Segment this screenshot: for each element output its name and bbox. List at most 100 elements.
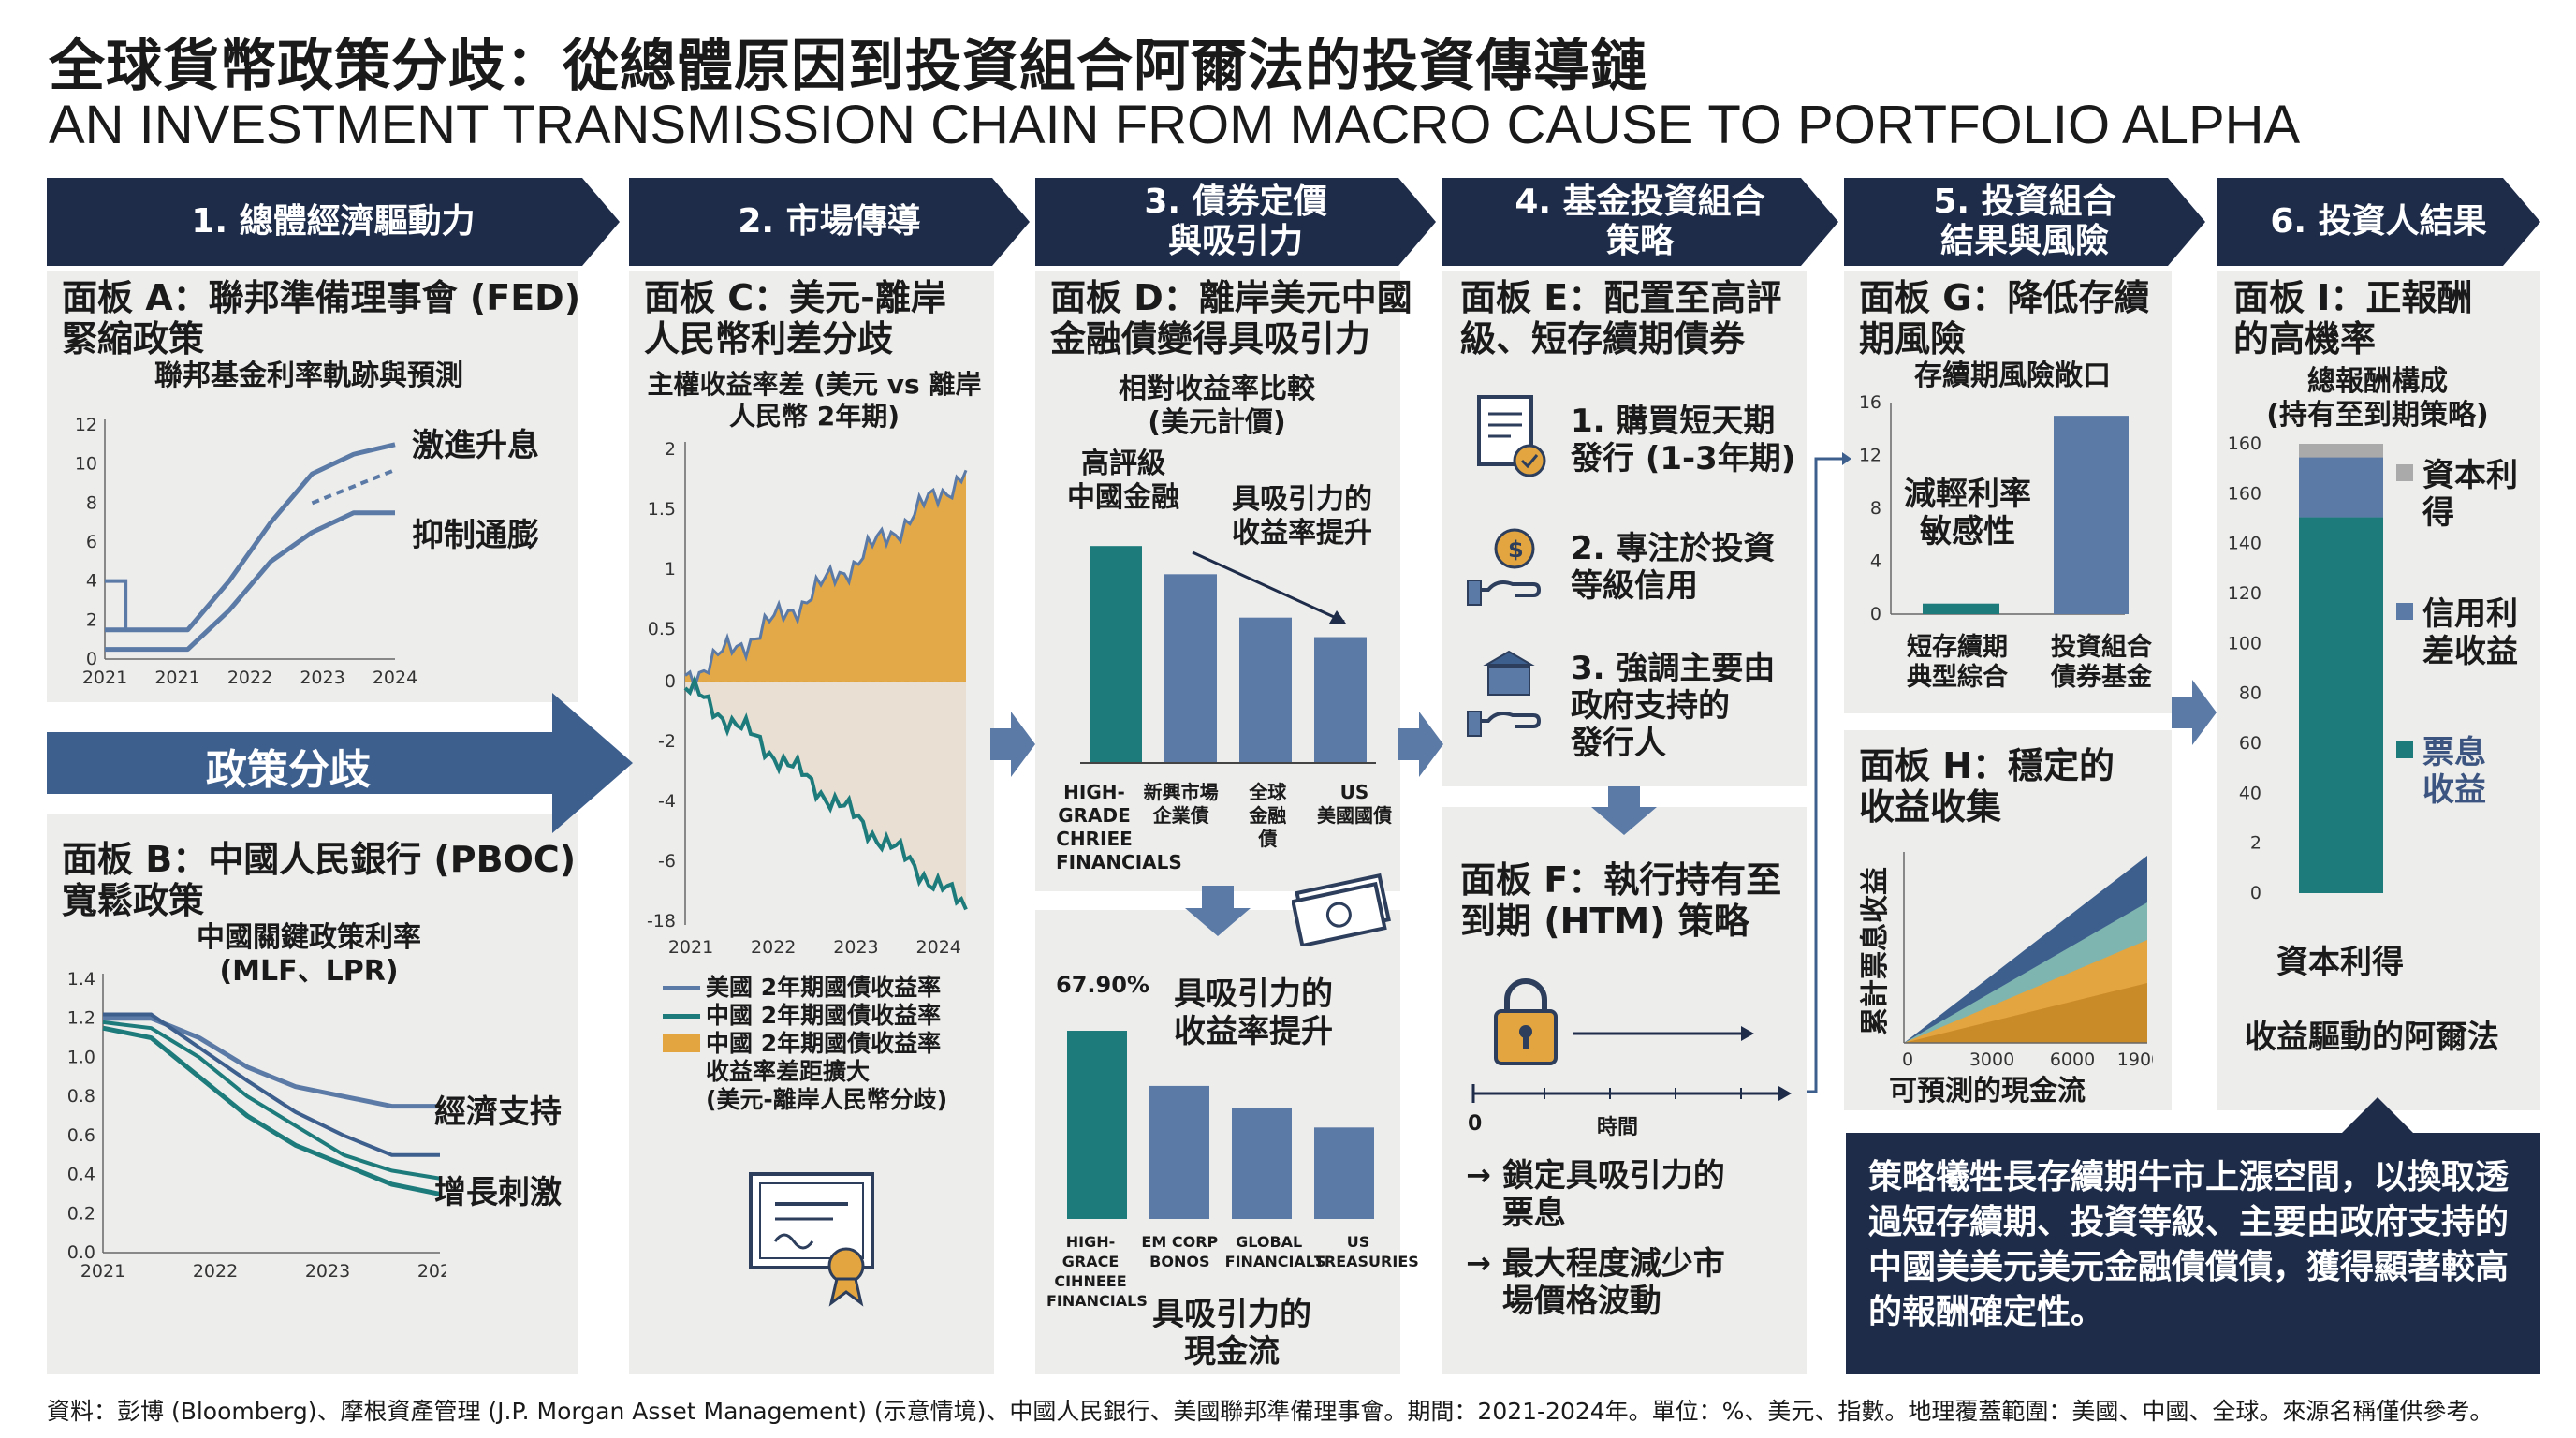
y-tick-label: 0.4 <box>67 1165 95 1185</box>
certificate-icon <box>749 1172 874 1307</box>
y-tick-label: 8 <box>86 492 97 513</box>
y-tick-label: 140 <box>2228 534 2261 554</box>
panel-d-chart <box>1080 546 1376 764</box>
stack-segment-2 <box>2299 457 2383 518</box>
arrow-e-down <box>1591 786 1657 835</box>
panel-h-title: 面板 H：穩定的 收益收集 <box>1859 745 2115 828</box>
panel-g-subtitle: 存續期風險敞口 <box>1914 360 2111 392</box>
legend-spread-swatch <box>663 1034 700 1052</box>
panel-b-subtitle: 中國關鍵政策利率 (MLF、LPR) <box>197 921 421 988</box>
x-tick-label: 2021 <box>82 668 127 688</box>
arrow-callout-up <box>2340 1097 2415 1135</box>
panel-d2-cat-1: EM CORP BONOS <box>1141 1233 1219 1270</box>
panel-i-legend-capital: 資本利 得 <box>2396 457 2518 532</box>
legend-spread: 中國 2年期國債收益率 收益率差距擴大 (美元-離岸人民幣分歧) <box>706 1030 948 1113</box>
panel-f-axis-zero: 0 <box>1468 1112 1483 1136</box>
x-tick-label: 2021 <box>668 937 713 955</box>
bar-3 <box>1232 1108 1292 1219</box>
panel-d-title: 面板 D：離岸美元中國 金融債變得具吸引力 <box>1050 277 1412 360</box>
y-tick-label: 12 <box>75 415 97 435</box>
y-tick-label: 8 <box>1870 498 1881 519</box>
panel-a-title: 面板 A：聯邦準備理事會 (FED) 緊縮政策 <box>62 277 581 360</box>
y-tick-label: 0 <box>665 671 676 692</box>
arrow-c-d <box>990 712 1035 777</box>
y-tick-label: -2 <box>658 731 676 752</box>
bar-4 <box>1314 1127 1374 1219</box>
arrow-d-e <box>1398 712 1443 777</box>
legend-coupon-swatch <box>2396 741 2413 758</box>
y-tick-label: -18 <box>647 911 676 932</box>
legend-cn-swatch <box>663 1013 700 1019</box>
summary-callout: 策略犧牲長存續期牛市上漲空間，以換取透過短存續期、投資等級、主要由政府支持的中國… <box>1846 1133 2540 1374</box>
series-line-2 <box>105 510 395 653</box>
panel-f-axis-time: 時間 <box>1597 1116 1639 1139</box>
panel-f-bullet-2: → 最大程度減少市 場價格波動 <box>1466 1245 1725 1320</box>
arrow-d-down <box>1185 886 1251 936</box>
duration-bar-1 <box>1923 603 1999 614</box>
legend-us: 美國 2年期國債收益率 <box>706 974 942 1001</box>
panel-d2-value-label: 67.90% <box>1056 972 1149 998</box>
panel-e-item-3: 3. 強調主要由 政府支持的 發行人 <box>1571 650 1776 762</box>
bar-3 <box>1239 617 1292 763</box>
legend-capital-swatch <box>2396 464 2413 481</box>
y-tick-label: 0 <box>1870 604 1881 624</box>
panel-f-bullet-2-text: 最大程度減少市 場價格波動 <box>1501 1245 1725 1320</box>
y-tick-label: 160 <box>2228 433 2261 454</box>
y-tick-label: 1.4 <box>67 969 95 990</box>
y-tick-label: -4 <box>658 791 676 812</box>
x-tick-label: 2021 <box>154 668 199 688</box>
legend-credit-text: 信用利 差收益 <box>2422 595 2518 670</box>
y-tick-label: 80 <box>2239 683 2261 704</box>
source-footer: 資料：彭博 (Bloomberg)、摩根資產管理 (J.P. Morgan As… <box>47 1398 2494 1425</box>
panel-c-subtitle: 主權收益率差 (美元 vs 離岸 人民幣 2年期) <box>647 369 982 432</box>
panel-i-legend-coupon: 票息 收益 <box>2396 734 2486 809</box>
stage-4: 4. 基金投資組合 策略 <box>1442 178 1838 266</box>
y-tick-label: 0.8 <box>67 1086 95 1107</box>
series-line-2 <box>102 1025 441 1196</box>
policy-divergence-label: 政策分歧 <box>206 746 371 794</box>
panel-d2-bottom: 具吸引力的 現金流 <box>1152 1296 1311 1371</box>
legend-credit-swatch <box>2396 603 2413 620</box>
panel-c-legend: 美國 2年期國債收益率 中國 2年期國債收益率 中國 2年期國債收益率 收益率差… <box>663 974 947 1114</box>
bar-4 <box>1314 637 1367 763</box>
panel-i-label-capital: 資本利得 <box>2276 944 2404 981</box>
panel-f-timeline <box>1471 978 1792 1103</box>
x-tick-label: 0 <box>1902 1049 1913 1067</box>
y-tick-label: 4 <box>1870 551 1881 572</box>
forecast-dashed-line <box>311 468 396 506</box>
y-tick-label: 1.2 <box>67 1008 95 1029</box>
panel-a-label-inflation: 抑制通膨 <box>412 517 539 554</box>
stage-5: 5. 投資組合 結果與風險 <box>1844 178 2205 266</box>
connector-f-g <box>1807 452 1852 1093</box>
y-tick-label: 60 <box>2239 733 2261 754</box>
panel-d-annot-rise: 具吸引力的 收益率提升 <box>1232 483 1372 550</box>
panel-h-ylabel: 累計票息收益 <box>1859 867 1892 1035</box>
y-tick-label: 40 <box>2239 783 2261 803</box>
bar-2 <box>1164 574 1217 763</box>
x-tick-label: 2022 <box>751 937 796 955</box>
bullet-arrow-icon: → <box>1466 1245 1491 1281</box>
document-check-icon <box>1477 395 1546 477</box>
panel-c-chart: 2 1.5 1 0.5 0 -2 -4 -6 -18 2021 2022 2023 2024 <box>647 439 968 955</box>
stage-1: 1. 總體經濟驅動力 <box>47 178 620 266</box>
y-tick-label: 0.2 <box>67 1203 95 1224</box>
panel-g-cat-0: 短存續期 典型綜合 <box>1907 633 2008 692</box>
x-tick-label: 2024 <box>373 668 417 688</box>
panel-d2-cat-3: US TREASURIES <box>1313 1233 1419 1270</box>
x-tick-label: 19000 <box>2117 1049 2153 1067</box>
stage-6: 6. 投資人結果 <box>2217 178 2540 266</box>
policy-divergence-arrow <box>47 693 633 833</box>
x-tick-label: 2024 <box>916 937 961 955</box>
legend-us-swatch <box>663 985 700 990</box>
panel-i-subtitle: 總報酬構成 (持有至到期策略) <box>2266 365 2489 432</box>
panel-e-item-2: 2. 專注於投資 等級信用 <box>1571 530 1776 605</box>
y-tick-label: 1.5 <box>648 499 676 520</box>
panel-d-cat-2: 全球 金融 債 <box>1249 781 1287 850</box>
y-tick-label: 6 <box>86 532 97 552</box>
panel-d2-cat-0: HIGH-GRACE CIHNEEE FINANCIALS <box>1046 1233 1148 1310</box>
y-tick-label: -6 <box>658 851 676 872</box>
x-tick-label: 2023 <box>833 937 878 955</box>
cumulative-layer-4 <box>1904 983 2147 1043</box>
